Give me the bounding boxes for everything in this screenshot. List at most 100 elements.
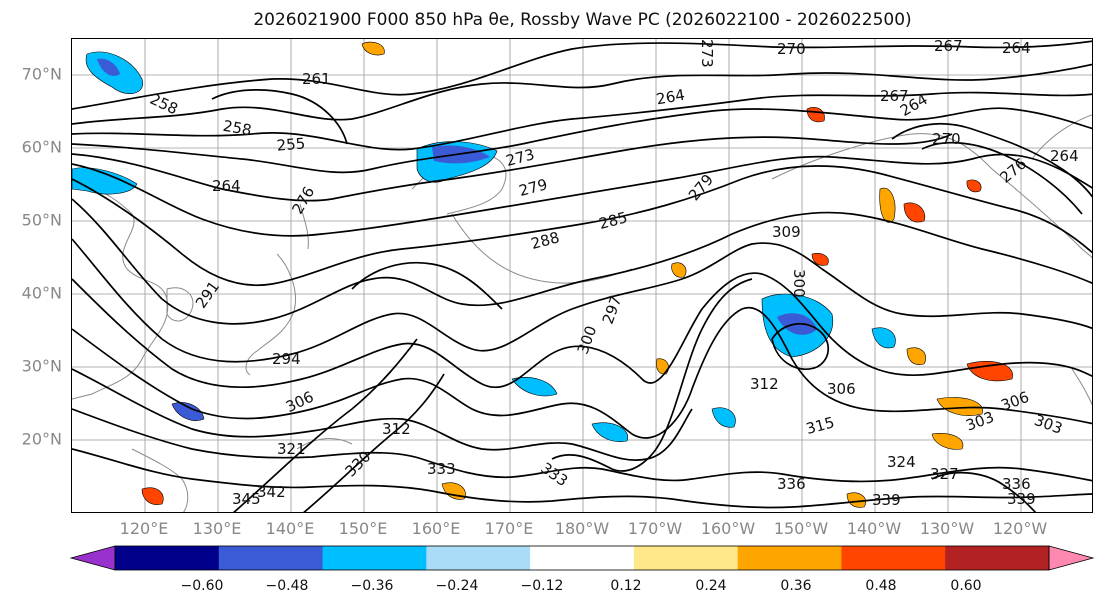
colorbar-segment bbox=[945, 546, 1050, 570]
contour-label: 291 bbox=[192, 278, 223, 312]
negative-anomaly-patch bbox=[511, 377, 558, 397]
colorbar-tick-label: 0.24 bbox=[695, 578, 727, 594]
contour-label: 258 bbox=[147, 90, 181, 118]
contour-label: 333 bbox=[427, 460, 456, 478]
lon-label: 120°W bbox=[992, 519, 1048, 538]
map-panel: 270 267 264 261 258 258 255 273 264 264 … bbox=[71, 38, 1093, 513]
colorbar-segment bbox=[115, 546, 220, 570]
map-title: 2026021900 F000 850 hPa θe, Rossby Wave … bbox=[253, 10, 912, 30]
contour-label: 339 bbox=[872, 491, 901, 509]
contour-label: 309 bbox=[772, 223, 801, 241]
contour-label: 270 bbox=[777, 40, 806, 58]
lat-label: 30°N bbox=[21, 356, 62, 376]
lon-label: 130°E bbox=[192, 519, 242, 538]
lon-label: 130°W bbox=[919, 519, 975, 538]
negative-anomaly-patch bbox=[591, 422, 629, 442]
positive-anomaly-patch bbox=[966, 361, 1013, 382]
positive-anomaly-patch bbox=[671, 262, 687, 278]
positive-anomaly-patch bbox=[811, 253, 829, 266]
lon-label: 160°W bbox=[700, 519, 756, 538]
contour-label: 267 bbox=[934, 39, 963, 55]
lon-label: 140°E bbox=[265, 519, 315, 538]
positive-anomaly-patch bbox=[806, 107, 825, 123]
lon-label: 180°W bbox=[554, 519, 610, 538]
contour-label: 267 bbox=[880, 87, 909, 105]
lat-label: 70°N bbox=[21, 64, 62, 84]
contour-label: 264 bbox=[655, 86, 686, 109]
negative-anomaly-patch bbox=[871, 327, 896, 349]
contour-label: 279 bbox=[517, 175, 549, 200]
colorbar-segment bbox=[218, 546, 324, 570]
lon-label: 150°W bbox=[773, 519, 829, 538]
positive-anomaly-patch bbox=[931, 433, 964, 450]
contour-label: 255 bbox=[276, 134, 306, 154]
lon-label: 120°E bbox=[119, 519, 169, 538]
contour-label: 300 bbox=[790, 269, 808, 298]
lon-label: 160°E bbox=[411, 519, 461, 538]
colorbar-segment bbox=[322, 546, 427, 570]
colorbar-extend-high bbox=[1048, 545, 1095, 571]
colorbar-tick-label: −0.36 bbox=[350, 578, 394, 594]
positive-anomaly-patch bbox=[906, 347, 927, 365]
contour-label: 273 bbox=[698, 39, 716, 68]
colorbar-segment bbox=[530, 546, 635, 570]
colorbar-tick-label: −0.24 bbox=[435, 578, 479, 594]
contour-label: 276 bbox=[997, 155, 1031, 187]
contour-label: 297 bbox=[599, 293, 626, 326]
theta-e-contours bbox=[72, 40, 1092, 512]
contour-label: 339 bbox=[1007, 490, 1036, 508]
contour-label: 342 bbox=[257, 483, 286, 501]
colorbar-segment bbox=[841, 546, 946, 570]
contour-label: 258 bbox=[222, 117, 253, 140]
contour-label: 261 bbox=[302, 70, 331, 88]
colorbar-segment bbox=[737, 546, 842, 570]
colorbar bbox=[70, 545, 1095, 571]
contour-label: 312 bbox=[382, 420, 411, 438]
colorbar-tick-label: 0.60 bbox=[950, 578, 982, 594]
positive-anomaly-patch bbox=[966, 179, 982, 193]
positive-anomaly-patch bbox=[903, 202, 926, 223]
colorbar-tick-label: 0.48 bbox=[865, 578, 897, 594]
contour-label: 312 bbox=[750, 375, 779, 393]
coastlines bbox=[72, 114, 1092, 512]
positive-anomaly-patch bbox=[879, 187, 896, 223]
contour-label: 294 bbox=[272, 350, 301, 368]
lat-label: 40°N bbox=[21, 283, 62, 303]
colorbar-extend-low bbox=[70, 545, 116, 571]
colorbar-tick-label: 0.12 bbox=[610, 578, 642, 594]
contour-label: 264 bbox=[1002, 39, 1031, 57]
contour-label: 321 bbox=[277, 440, 306, 458]
contour-label: 285 bbox=[597, 208, 629, 233]
contour-label: 306 bbox=[827, 380, 856, 398]
graticule bbox=[72, 39, 1092, 512]
lon-label: 170°W bbox=[627, 519, 683, 538]
contour-label: 303 bbox=[1032, 411, 1065, 438]
colorbar-segment bbox=[426, 546, 531, 570]
positive-anomaly-patch bbox=[361, 41, 385, 56]
colorbar-frame bbox=[114, 545, 1050, 571]
contour-label: 327 bbox=[930, 465, 959, 483]
lat-label: 50°N bbox=[21, 210, 62, 230]
lat-label: 20°N bbox=[21, 429, 62, 449]
contour-label: 315 bbox=[804, 413, 836, 438]
colorbar-segment bbox=[633, 546, 739, 570]
positive-anomaly-patch bbox=[656, 358, 669, 375]
negative-anomaly-patch bbox=[711, 407, 736, 428]
colorbar-tick-label: −0.48 bbox=[265, 578, 309, 594]
contour-label: 324 bbox=[887, 453, 916, 471]
negative-anomaly-patch bbox=[171, 402, 205, 421]
lon-label: 170°E bbox=[484, 519, 534, 538]
contour-label: 306 bbox=[998, 388, 1031, 415]
lon-label: 140°W bbox=[846, 519, 902, 538]
contour-label: 270 bbox=[932, 130, 961, 148]
colorbar-tick-label: 0.36 bbox=[780, 578, 812, 594]
negative-anomaly-patch bbox=[72, 167, 138, 195]
contour-label: 336 bbox=[1002, 475, 1031, 493]
contour-label: 336 bbox=[777, 475, 806, 493]
positive-anomaly-patch bbox=[141, 487, 164, 505]
contour-label: 264 bbox=[212, 177, 241, 195]
colorbar-tick-label: −0.60 bbox=[180, 578, 224, 594]
contour-label: 333 bbox=[537, 459, 571, 490]
colorbar-tick-label: −0.12 bbox=[520, 578, 564, 594]
lon-label: 150°E bbox=[338, 519, 388, 538]
